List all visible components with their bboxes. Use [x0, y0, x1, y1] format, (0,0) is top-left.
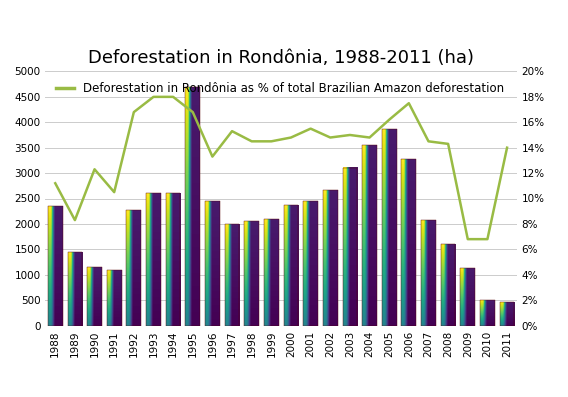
Legend: Deforestation in Rondônia as % of total Brazilian Amazon deforestation: Deforestation in Rondônia as % of total … — [51, 77, 509, 100]
Bar — [225, 224, 240, 326]
Bar — [244, 222, 259, 326]
Bar — [441, 244, 456, 326]
Bar — [461, 268, 475, 326]
Bar — [107, 270, 122, 326]
Bar — [127, 210, 141, 326]
Bar — [303, 201, 318, 326]
Bar — [283, 204, 298, 326]
Bar — [205, 201, 220, 326]
Bar — [87, 267, 102, 326]
Bar — [323, 190, 337, 326]
Bar — [48, 206, 62, 326]
Bar — [480, 300, 495, 326]
Bar — [166, 193, 181, 326]
Bar — [343, 168, 357, 326]
Title: Deforestation in Rondônia, 1988-2011 (ha): Deforestation in Rondônia, 1988-2011 (ha… — [88, 49, 474, 67]
Bar — [421, 220, 436, 326]
Bar — [146, 193, 161, 326]
Bar — [382, 129, 396, 326]
Bar — [362, 145, 377, 326]
Bar — [264, 219, 279, 326]
Bar — [68, 252, 82, 326]
Bar — [500, 302, 515, 326]
Bar — [402, 159, 416, 326]
Bar — [185, 87, 200, 326]
